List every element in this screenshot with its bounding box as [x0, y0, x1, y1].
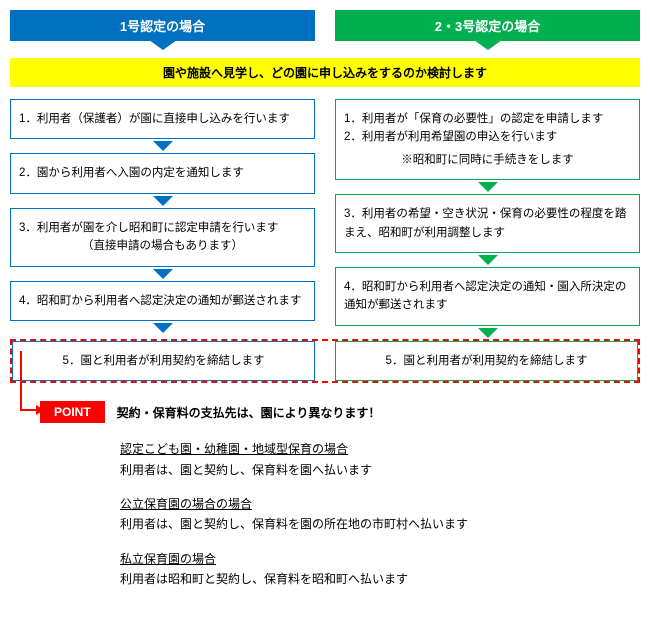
- detail-block: 私立保育園の場合利用者は昭和町と契約し、保育料を昭和町へ払います: [120, 549, 640, 590]
- detail-block: 公立保育園の場合の場合利用者は、園と契約し、保育料を園の所在地の市町村へ払います: [120, 494, 640, 535]
- detail-title: 認定こども園・幼稚園・地域型保育の場合: [120, 439, 640, 459]
- point-section: POINT 契約・保育料の支払先は、園により異なります！ 認定こども園・幼稚園・…: [40, 401, 640, 589]
- step-line: 3．利用者の希望・空き状況・保育の必要性の程度を踏まえ、昭和町が利用調整します: [344, 205, 631, 242]
- step-line: 4．昭和町から利用者へ認定決定の通知が郵送されます: [19, 292, 306, 310]
- detail-body: 利用者は、園と契約し、保育料を園へ払います: [120, 460, 640, 480]
- step-box: 1．利用者（保護者）が園に直接申し込みを行います: [10, 99, 315, 139]
- connector-arrow-icon: [478, 182, 498, 192]
- step-box: 3．利用者が園を介し昭和町に認定申請を行います（直接申請の場合もあります）: [10, 208, 315, 267]
- column-right: 1．利用者が「保育の必要性」の認定を申請します2．利用者が利用希望園の申込を行い…: [335, 99, 640, 340]
- step-box: 3．利用者の希望・空き状況・保育の必要性の程度を踏まえ、昭和町が利用調整します: [335, 194, 640, 253]
- step-box: 1．利用者が「保育の必要性」の認定を申請します2．利用者が利用希望園の申込を行い…: [335, 99, 640, 180]
- step-box: 2．園から利用者へ入園の内定を通知します: [10, 153, 315, 193]
- step-line: 4．昭和町から利用者へ認定決定の通知・園入所決定の通知が郵送されます: [344, 278, 631, 315]
- connector-arrow-icon: [153, 196, 173, 206]
- connector-arrow-icon: [153, 141, 173, 151]
- connector-arrow-icon: [153, 323, 173, 333]
- point-text: 契約・保育料の支払先は、園により異なります！: [117, 404, 381, 421]
- final-step-left: 5．園と利用者が利用契約を締結します: [12, 341, 315, 381]
- column-left: 1．利用者（保護者）が園に直接申し込みを行います 2．園から利用者へ入園の内定を通…: [10, 99, 315, 340]
- step-line: 1．利用者（保護者）が園に直接申し込みを行います: [19, 110, 306, 128]
- intro-banner: 園や施設へ見学し、どの園に申し込みをするのか検討します: [10, 58, 640, 87]
- header-right: 2・3号認定の場合: [335, 10, 640, 41]
- step-line: 2．利用者が利用希望園の申込を行います: [344, 128, 631, 146]
- step-line: 2．園から利用者へ入園の内定を通知します: [19, 164, 306, 182]
- step-line: （直接申請の場合もあります）: [19, 237, 306, 255]
- detail-title: 公立保育園の場合の場合: [120, 494, 640, 514]
- detail-body: 利用者は、園と契約し、保育料を園の所在地の市町村へ払います: [120, 514, 640, 534]
- point-badge: POINT: [40, 401, 105, 423]
- connector-arrow-icon: [478, 255, 498, 265]
- header-row: 1号認定の場合 2・3号認定の場合: [10, 10, 640, 50]
- final-contract-row: 5．園と利用者が利用契約を締結します 5．園と利用者が利用契約を締結します: [10, 339, 640, 383]
- detail-title: 私立保育園の場合: [120, 549, 640, 569]
- final-step-right: 5．園と利用者が利用契約を締結します: [335, 341, 638, 381]
- connector-arrow-icon: [153, 269, 173, 279]
- point-arrowhead-icon: [36, 405, 44, 415]
- step-box: 4．昭和町から利用者へ認定決定の通知・園入所決定の通知が郵送されます: [335, 267, 640, 326]
- connector-arrow-icon: [478, 328, 498, 338]
- header-left-wrap: 1号認定の場合: [10, 10, 315, 50]
- step-line: 1．利用者が「保育の必要性」の認定を申請します: [344, 110, 631, 128]
- header-right-wrap: 2・3号認定の場合: [335, 10, 640, 50]
- header-left: 1号認定の場合: [10, 10, 315, 41]
- step-line: 3．利用者が園を介し昭和町に認定申請を行います: [19, 219, 306, 237]
- details-list: 認定こども園・幼稚園・地域型保育の場合利用者は、園と契約し、保育料を園へ払います…: [40, 439, 640, 589]
- header-right-arrow: [474, 40, 502, 50]
- step-box: 4．昭和町から利用者へ認定決定の通知が郵送されます: [10, 281, 315, 321]
- point-row: POINT 契約・保育料の支払先は、園により異なります！: [40, 401, 640, 423]
- detail-body: 利用者は昭和町と契約し、保育料を昭和町へ払います: [120, 569, 640, 589]
- columns: 1．利用者（保護者）が園に直接申し込みを行います 2．園から利用者へ入園の内定を通…: [10, 99, 640, 340]
- header-left-arrow: [149, 40, 177, 50]
- detail-block: 認定こども園・幼稚園・地域型保育の場合利用者は、園と契約し、保育料を園へ払います: [120, 439, 640, 480]
- point-connector-line: [20, 351, 40, 411]
- step-line: ※昭和町に同時に手続きをします: [344, 151, 631, 169]
